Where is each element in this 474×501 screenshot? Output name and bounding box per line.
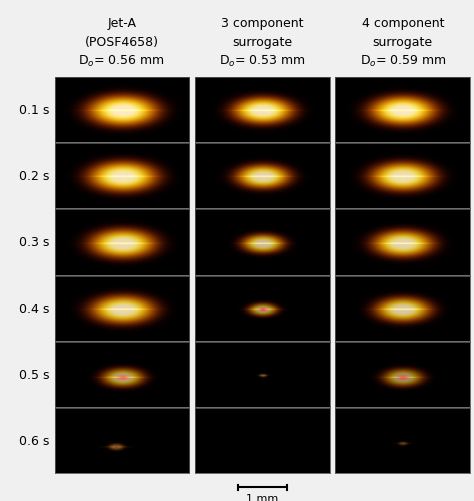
Text: surrogate: surrogate: [232, 36, 292, 49]
Text: 0.6 s: 0.6 s: [19, 434, 50, 447]
Text: D$_o$= 0.59 mm: D$_o$= 0.59 mm: [360, 54, 446, 69]
Text: 0.2 s: 0.2 s: [19, 170, 50, 183]
Text: Jet-A: Jet-A: [108, 17, 137, 30]
Text: (POSF4658): (POSF4658): [85, 36, 159, 49]
Text: 3 component: 3 component: [221, 17, 304, 30]
Text: surrogate: surrogate: [373, 36, 433, 49]
Text: 0.5 s: 0.5 s: [19, 368, 50, 381]
Text: D$_o$= 0.53 mm: D$_o$= 0.53 mm: [219, 54, 306, 69]
Text: 4 component: 4 component: [362, 17, 444, 30]
Text: 0.1 s: 0.1 s: [19, 104, 50, 117]
Text: D$_o$= 0.56 mm: D$_o$= 0.56 mm: [78, 54, 165, 69]
Text: 0.4 s: 0.4 s: [19, 302, 50, 315]
Text: 0.3 s: 0.3 s: [19, 236, 50, 249]
Text: 1 mm: 1 mm: [246, 493, 279, 501]
